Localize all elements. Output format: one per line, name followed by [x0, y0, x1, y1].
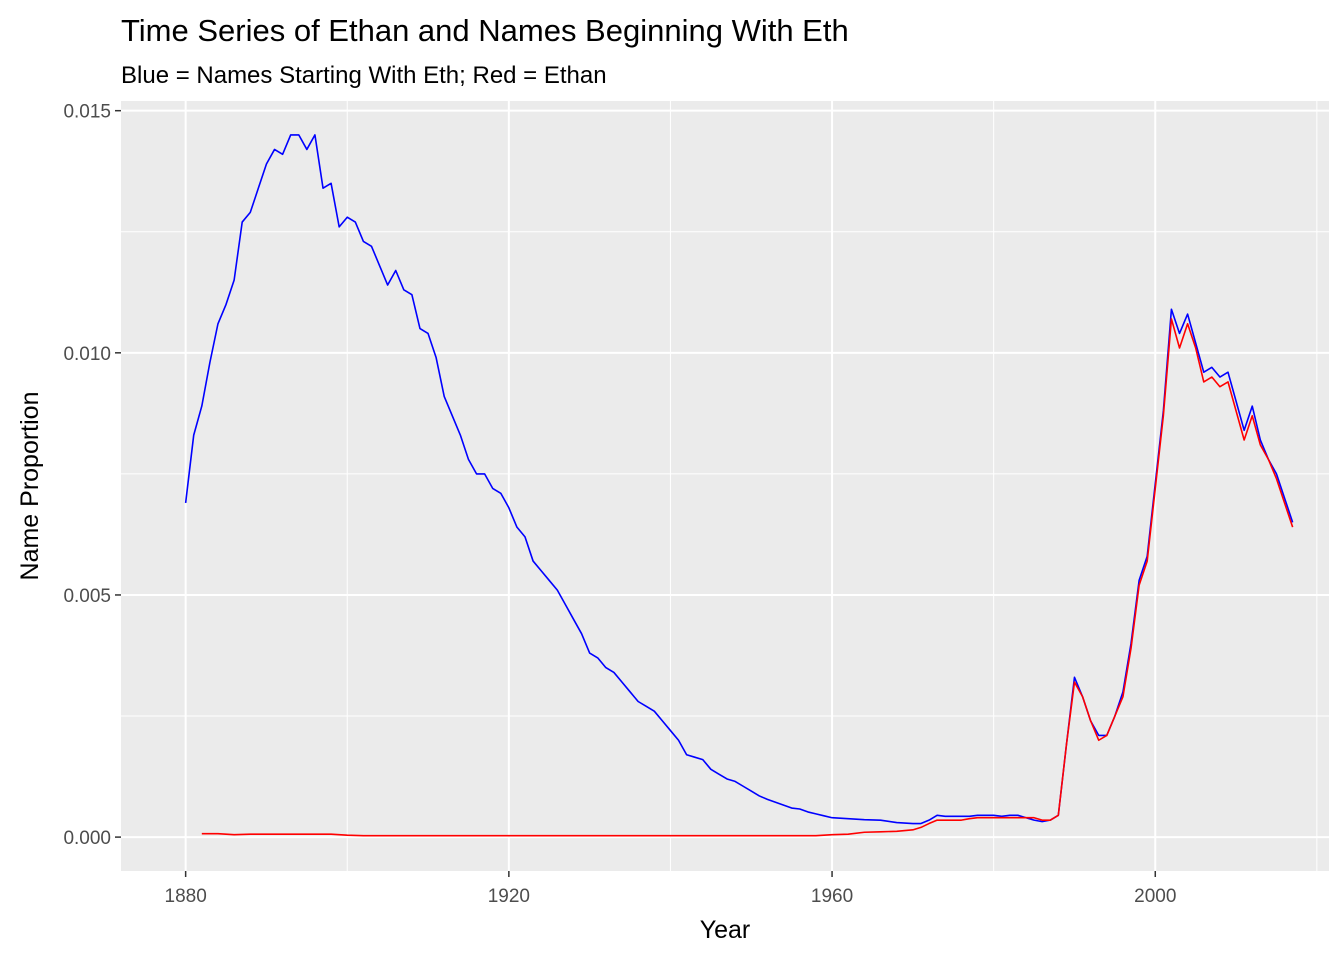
x-axis-title: Year	[700, 916, 751, 944]
x-tick-label: 1960	[811, 886, 853, 907]
x-axis: 1880 1920 1960 2000	[165, 871, 1176, 907]
x-tick-label: 1880	[165, 886, 207, 907]
series-lines	[184, 134, 1294, 837]
y-axis: 0.000 0.005 0.010 0.015	[63, 102, 121, 849]
chart-subtitle: Blue = Names Starting With Eth; Red = Et…	[121, 62, 607, 89]
y-tick-label: 0.005	[63, 586, 111, 607]
major-gridlines	[121, 101, 1329, 871]
y-tick-label: 0.015	[63, 102, 111, 123]
chart-title: Time Series of Ethan and Names Beginning…	[121, 13, 849, 48]
y-tick-label: 0.000	[63, 828, 111, 849]
y-tick-label: 0.010	[63, 344, 111, 365]
series-line-2	[201, 318, 1294, 837]
plot-panel	[121, 101, 1329, 871]
y-axis-title: Name Proportion	[16, 392, 44, 581]
x-tick-label: 2000	[1134, 886, 1176, 907]
minor-gridlines	[121, 101, 1329, 871]
x-tick-label: 1920	[488, 886, 530, 907]
